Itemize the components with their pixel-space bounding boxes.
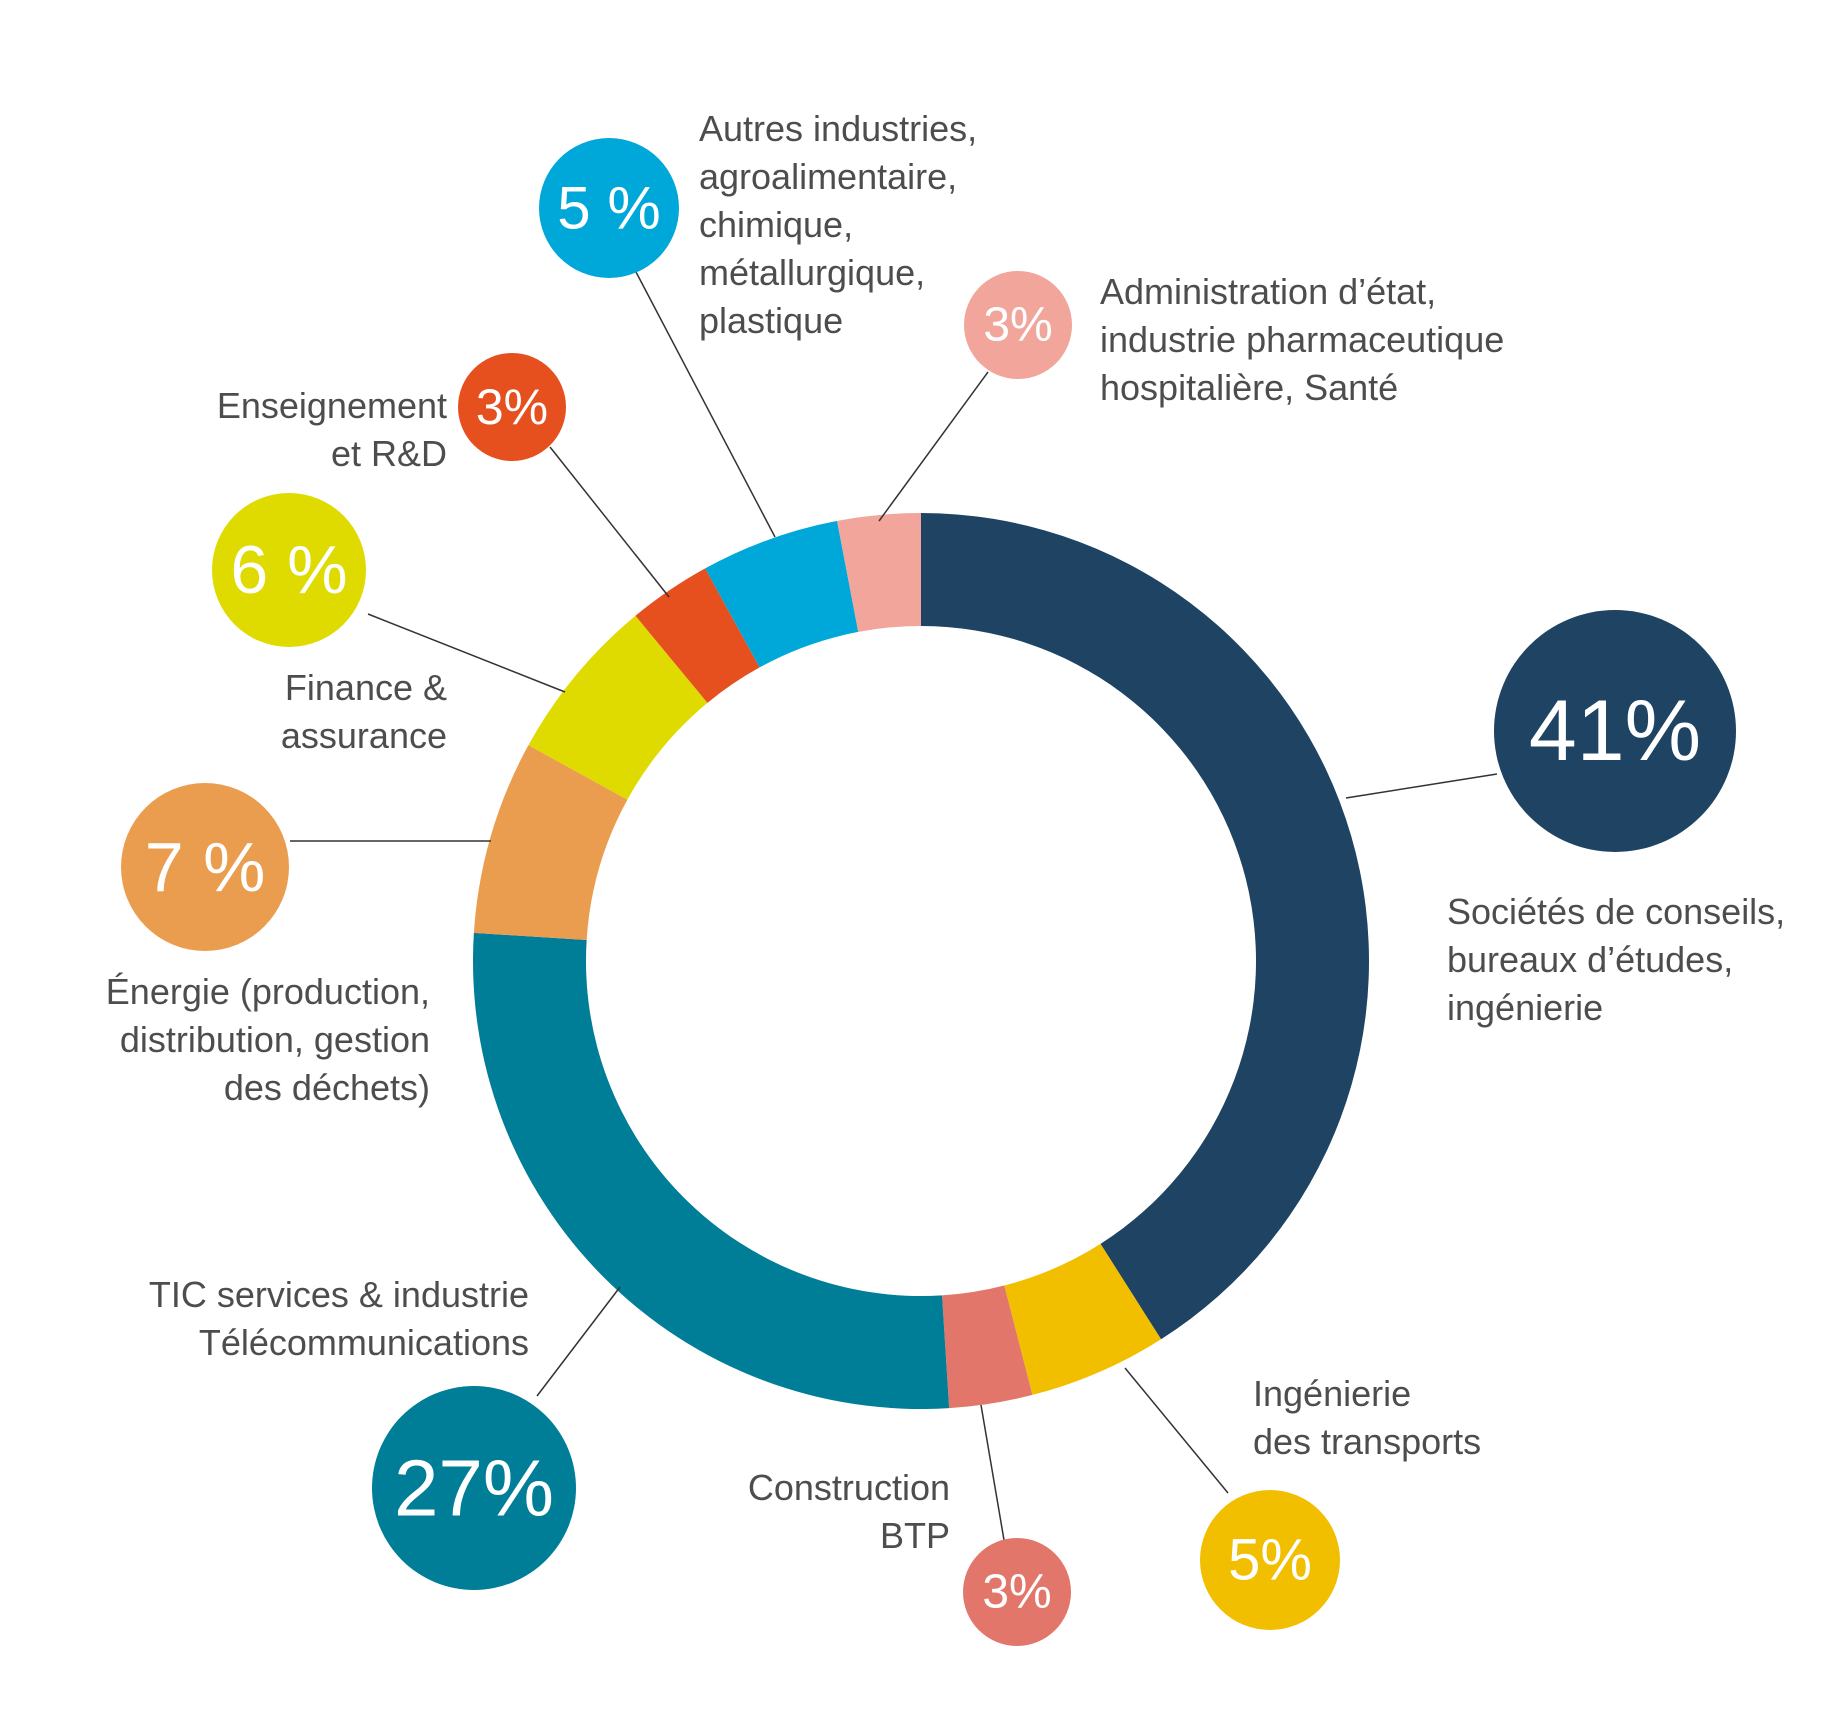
percent-bubble-6 <box>212 493 366 647</box>
percent-label-1: 41% <box>1529 683 1701 779</box>
percent-bubble-2 <box>1200 1490 1340 1630</box>
leader-line-9 <box>878 371 989 522</box>
percent-bubble-3 <box>963 1538 1071 1646</box>
leader-lines-layer <box>290 271 1498 1541</box>
donut-slice-2 <box>1004 1243 1162 1395</box>
category-label-1-line-3: ingénierie <box>1447 987 1603 1028</box>
donut-slice-8 <box>705 520 859 668</box>
donut-slice-3 <box>942 1285 1033 1409</box>
category-label-5-line-1: Énergie (production, <box>106 971 430 1012</box>
leader-line-2 <box>1124 1367 1229 1494</box>
percent-label-5: 7 % <box>145 828 266 906</box>
leader-line-3 <box>980 1404 1005 1541</box>
percent-label-7: 3% <box>476 379 548 435</box>
leader-line-1 <box>1345 773 1498 799</box>
category-label-6-line-2: assurance <box>281 715 447 756</box>
percent-label-9: 3% <box>983 299 1052 352</box>
percent-bubbles-layer: 41% 5% 3% 27% 7 % 6 % 3% 5 % 3% <box>121 138 1736 1646</box>
category-label-9: Administration d’état, industrie pharmace… <box>1100 271 1504 408</box>
donut-slice-9 <box>837 513 921 632</box>
donut-slice-4 <box>473 932 950 1409</box>
category-label-1-line-1: Sociétés de conseils, <box>1447 891 1785 932</box>
category-label-2-line-2: des transports <box>1253 1421 1481 1462</box>
category-label-5-line-2: distribution, gestion <box>120 1019 430 1060</box>
category-label-8-line-1: Autres industries, <box>699 108 977 149</box>
category-label-8-line-3: chimique, <box>699 204 853 245</box>
donut-slice-1 <box>921 513 1370 1340</box>
category-label-4: TIC services & industrie Télécommunicatio… <box>149 1274 529 1363</box>
category-label-7: Enseignement et R&D <box>217 385 447 474</box>
category-label-4-line-2: Télécommunications <box>199 1322 529 1363</box>
category-label-9-line-3: hospitalière, Santé <box>1100 367 1398 408</box>
category-label-7-line-1: Enseignement <box>217 385 447 426</box>
leader-line-6 <box>367 613 566 693</box>
percent-label-8: 5 % <box>557 175 660 242</box>
percent-bubble-4 <box>372 1386 576 1590</box>
category-label-3: Construction BTP <box>748 1467 950 1556</box>
leader-line-8 <box>635 271 776 538</box>
leader-line-7 <box>549 446 670 598</box>
category-label-8-line-4: métallurgique, <box>699 252 925 293</box>
donut-slice-7 <box>635 568 760 703</box>
slices-layer <box>473 513 1370 1409</box>
donut-slice-6 <box>528 615 708 800</box>
category-label-8-line-2: agroalimentaire, <box>699 156 957 197</box>
percent-bubble-8 <box>539 138 679 278</box>
percent-label-2: 5% <box>1228 1528 1312 1593</box>
percent-label-4: 27% <box>394 1444 554 1533</box>
category-label-2: Ingénierie des transports <box>1253 1373 1481 1462</box>
category-label-1-line-2: bureaux d’études, <box>1447 939 1733 980</box>
percent-bubble-1 <box>1494 610 1736 852</box>
category-label-7-line-2: et R&D <box>331 433 447 474</box>
category-label-6-line-1: Finance & <box>285 667 447 708</box>
category-labels-layer: Sociétés de conseils, bureaux d’études, in… <box>106 108 1785 1556</box>
category-label-2-line-1: Ingénierie <box>1253 1373 1411 1414</box>
percent-bubble-7 <box>458 353 566 461</box>
percent-bubble-5 <box>121 783 289 951</box>
category-label-9-line-1: Administration d’état, <box>1100 271 1436 312</box>
category-label-5: Énergie (production, distribution, gestio… <box>106 971 430 1108</box>
category-label-6: Finance & assurance <box>281 667 447 756</box>
percent-label-6: 6 % <box>230 532 347 608</box>
percent-bubble-9 <box>964 271 1072 379</box>
category-label-4-line-1: TIC services & industrie <box>149 1274 529 1315</box>
donut-slice-5 <box>473 745 628 940</box>
leader-line-4 <box>536 1286 621 1397</box>
category-label-8: Autres industries, agroalimentaire, chimiq… <box>699 108 977 341</box>
category-label-3-line-1: Construction <box>748 1467 950 1508</box>
percent-label-3: 3% <box>982 1566 1051 1619</box>
category-label-1: Sociétés de conseils, bureaux d’études, in… <box>1447 891 1785 1028</box>
category-label-5-line-3: des déchets) <box>224 1067 430 1108</box>
category-label-8-line-5: plastique <box>699 300 843 341</box>
category-label-9-line-2: industrie pharmaceutique <box>1100 319 1504 360</box>
category-label-3-line-2: BTP <box>880 1515 950 1556</box>
